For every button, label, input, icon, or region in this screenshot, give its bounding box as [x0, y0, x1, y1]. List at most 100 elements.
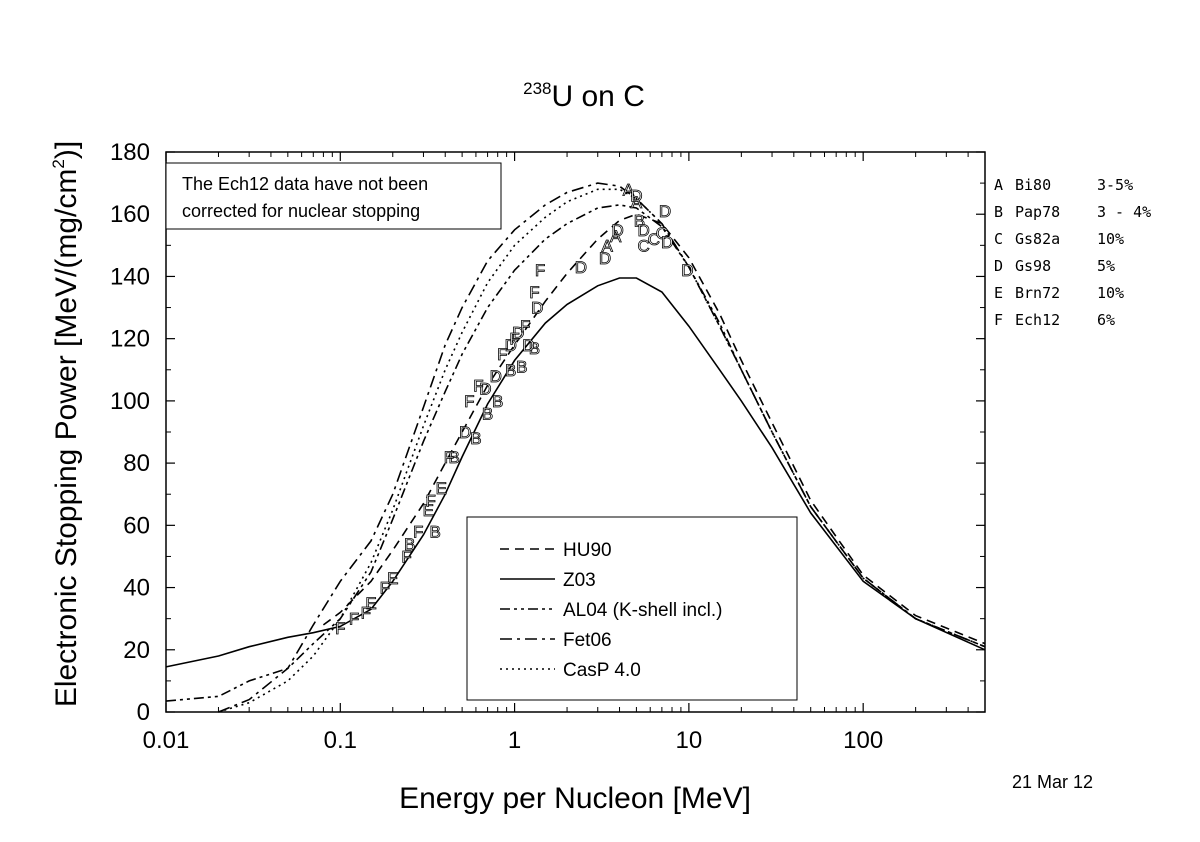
y-tick-label: 0 [137, 699, 150, 726]
chart-title: 238U on C [523, 79, 645, 113]
data-point-b: B [404, 535, 415, 554]
data-point-c: C [656, 224, 668, 243]
series-line-z03 [165, 277, 986, 668]
reference-list: A Bi80 3-5% B Pap78 3 - 4% C Gs82a 10% D Gs98 5% E Br… [994, 176, 1151, 329]
chart-title-superscript: 238 [523, 79, 551, 98]
y-tick-label: 80 [123, 450, 150, 477]
legend-label: HU90 [563, 540, 612, 561]
date-stamp: 21 Mar 12 [1012, 772, 1093, 792]
data-point-f: F [425, 491, 435, 510]
y-tick-label: 40 [123, 575, 150, 602]
reference-letter: F [994, 311, 1003, 329]
y-axis-label-superscript: 2 [49, 159, 68, 168]
data-point-b: B [470, 429, 481, 448]
data-point-f: F [535, 261, 545, 280]
reference-uncertainty: 3-5% [1097, 176, 1133, 194]
data-point-a: A [610, 227, 622, 246]
data-point-b: B [492, 392, 503, 411]
reference-name: Bi80 [1015, 176, 1051, 194]
data-point-f: F [497, 345, 507, 364]
data-point-d: D [659, 202, 671, 221]
data-point-b: B [448, 448, 459, 467]
legend-label: Fet06 [563, 630, 612, 651]
data-point-f: F [464, 392, 474, 411]
data-point-e: E [365, 594, 376, 613]
y-axis-label-main: Electronic Stopping Power [MeV/(mg/cm [50, 169, 83, 708]
data-point-c: C [637, 236, 649, 255]
reference-letter: D [994, 257, 1003, 275]
data-point-b: B [634, 211, 645, 230]
reference-letter: B [994, 203, 1003, 221]
data-point-d: D [637, 221, 649, 240]
data-point-d: D [490, 367, 502, 386]
data-point-d: D [531, 299, 543, 318]
data-point-f: F [520, 317, 530, 336]
legend-label: Z03 [563, 570, 596, 591]
data-point-e: E [423, 501, 434, 520]
reference-uncertainty: 6% [1097, 311, 1115, 329]
data-point-d: D [575, 258, 587, 277]
data-point-d: D [630, 187, 642, 206]
reference-uncertainty: 5% [1097, 257, 1115, 275]
data-point-a: A [602, 236, 614, 255]
reference-uncertainty: 3 - 4% [1097, 203, 1151, 221]
x-tick-label: 10 [676, 727, 703, 754]
data-point-b: B [516, 358, 527, 377]
data-point-f: F [473, 376, 483, 395]
data-point-d: D [479, 379, 491, 398]
data-point-d: D [459, 423, 471, 442]
data-point-f: F [413, 523, 423, 542]
data-point-f: F [401, 547, 411, 566]
reference-uncertainty: 10% [1097, 284, 1124, 302]
data-point-e: E [387, 569, 398, 588]
note-box: The Ech12 data have not been corrected f… [165, 162, 502, 230]
reference-letter: E [994, 284, 1003, 302]
y-tick-label: 100 [110, 388, 150, 415]
y-tick-label: 180 [110, 139, 150, 166]
data-point-f: F [444, 448, 454, 467]
reference-name: Gs82a [1015, 230, 1060, 248]
reference-name: Gs98 [1015, 257, 1051, 275]
y-tick-label: 60 [123, 512, 150, 539]
data-point-f: F [361, 603, 371, 622]
reference-uncertainty: 10% [1097, 230, 1124, 248]
y-tick-label: 140 [110, 263, 150, 290]
reference-name: Brn72 [1015, 284, 1060, 302]
y-axis-label-end: )] [50, 141, 83, 159]
x-tick-label: 1 [508, 727, 521, 754]
legend-label: AL04 (K-shell incl.) [563, 600, 722, 621]
reference-letter: C [994, 230, 1003, 248]
x-tick-label: 100 [843, 727, 883, 754]
note-box-frame [165, 162, 502, 230]
data-point-d: D [681, 261, 693, 280]
y-tick-label: 120 [110, 326, 150, 353]
series-line-al04 [165, 204, 986, 702]
data-point-b: B [482, 404, 493, 423]
y-tick-label: 20 [123, 637, 150, 664]
data-point-f: F [380, 579, 390, 598]
legend-label: CasP 4.0 [563, 660, 641, 681]
data-point-d: D [599, 249, 611, 268]
data-point-a: A [623, 180, 635, 199]
data-point-f: F [349, 610, 359, 629]
x-axis-label: Energy per Nucleon [MeV] [399, 782, 751, 815]
reference-name: Pap78 [1015, 203, 1060, 221]
x-tick-label: 0.1 [324, 727, 357, 754]
data-point-e: E [436, 479, 447, 498]
data-point-b: B [429, 523, 440, 542]
reference-name: Ech12 [1015, 311, 1060, 329]
data-point-f: F [509, 330, 519, 349]
series-line-fet06 [218, 182, 986, 713]
note-line-2: corrected for nuclear stopping [182, 201, 420, 221]
data-point-f: F [529, 283, 539, 302]
y-axis-label: Electronic Stopping Power [MeV/(mg/cm2)] [49, 141, 83, 707]
data-point-d: D [512, 323, 524, 342]
model-curves [165, 182, 986, 713]
data-point-f: F [335, 619, 345, 638]
data-point-c: C [648, 230, 660, 249]
x-tick-label: 0.01 [143, 727, 190, 754]
legend: HU90 Z03 AL04 (K-shell incl.) Fet06 CasP 4.0 [466, 516, 798, 701]
data-point-d: D [505, 336, 517, 355]
